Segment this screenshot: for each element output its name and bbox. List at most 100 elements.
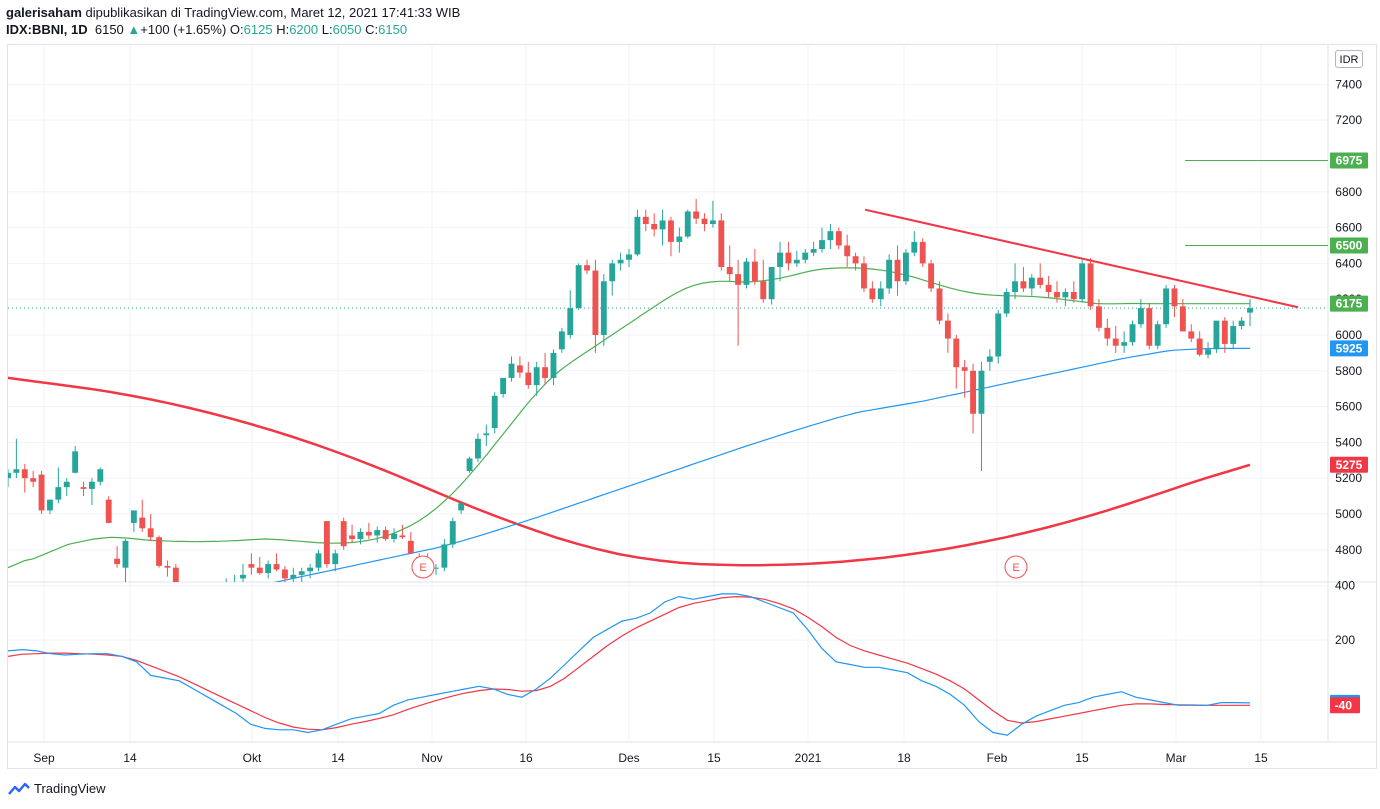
x-tick-label: 14 (331, 751, 345, 765)
x-tick-label: Mar (1166, 751, 1187, 765)
candle-body (298, 571, 305, 575)
candle-body (701, 218, 708, 224)
candle-body (349, 535, 356, 540)
brand-label: TradingView (34, 781, 106, 796)
candle-body (1230, 326, 1237, 344)
earnings-marker-icon (1004, 555, 1028, 579)
chart-frame (7, 44, 1377, 769)
trend-line (864, 208, 1299, 309)
price-axis-label-text: 6175 (1336, 297, 1363, 311)
candle-body (365, 531, 372, 536)
candle-body (743, 261, 750, 285)
high-label: H: (276, 22, 290, 37)
y-tick-label: 4800 (1335, 543, 1362, 557)
candle-body (919, 241, 926, 264)
candle-body (256, 567, 263, 574)
y-tick-label: 7400 (1335, 77, 1362, 91)
candle-body (642, 216, 649, 224)
low-label: L: (321, 22, 333, 37)
price-axis-label (1330, 152, 1368, 169)
candle-body (751, 261, 758, 282)
candle-body (659, 220, 666, 230)
candle-body (651, 224, 658, 230)
y-tick-label: 5400 (1335, 435, 1362, 449)
price-axis-label (1330, 340, 1368, 357)
candle-body (844, 245, 851, 257)
author-name[interactable]: galerisaham (6, 5, 82, 20)
x-tick-label: Des (618, 751, 639, 765)
x-tick-label: 2021 (795, 751, 822, 765)
x-tick-label: 15 (707, 751, 721, 765)
high-value: 6200 (289, 22, 319, 37)
candle-body (1054, 292, 1060, 298)
x-tick-label: 16 (519, 751, 533, 765)
open-label: O: (229, 22, 244, 37)
candle-body (1003, 292, 1010, 314)
close-label: C: (365, 22, 379, 37)
candle-body (1112, 338, 1119, 346)
candle-body (852, 256, 859, 264)
candle-body (735, 274, 742, 285)
open-value: 6125 (243, 22, 273, 37)
price-axis-label (1330, 295, 1368, 312)
y-tick-label: 7200 (1335, 113, 1362, 127)
candle-body (1079, 263, 1086, 300)
candle-body (290, 574, 297, 579)
candle-body (80, 487, 87, 489)
price-axis-label-text: 5925 (1336, 341, 1363, 355)
candle-body (944, 320, 951, 339)
candle-body (458, 503, 465, 511)
macd-pane (8, 593, 1251, 736)
candle-body (156, 537, 162, 566)
tradingview-logo[interactable]: TradingView (8, 781, 106, 796)
symbol-label: IDX:BBNI, 1D (6, 22, 88, 37)
candle-body (970, 370, 977, 414)
candle-body (525, 372, 532, 386)
candle-body (567, 308, 574, 335)
candle-body (1221, 320, 1228, 344)
low-value: 6050 (332, 22, 362, 37)
candle-body (1247, 308, 1253, 313)
candle-body (1028, 277, 1035, 289)
candle-body (592, 270, 599, 335)
candle-body (819, 240, 825, 250)
candle-body (558, 331, 565, 350)
candle-body (38, 474, 45, 511)
candle-body (97, 469, 104, 482)
candle-body (760, 281, 767, 300)
earnings-marker-label: E (1012, 562, 1019, 574)
candle-body (861, 263, 867, 289)
candle-body (1196, 338, 1203, 355)
candle-body (139, 517, 146, 529)
candle-body (223, 586, 229, 597)
candle-body (105, 499, 112, 523)
candle-body (877, 288, 884, 300)
candle-body (1012, 281, 1018, 293)
y-tick-label: 6000 (1335, 328, 1362, 342)
candle-body (332, 553, 339, 565)
candle-body (961, 367, 968, 371)
candle-body (433, 567, 439, 569)
candle-body (323, 521, 330, 565)
change-arrow-icon: ▲ (127, 22, 141, 37)
price-axis-label (1330, 237, 1368, 254)
candle-body (1087, 263, 1094, 307)
candle-body (21, 469, 28, 479)
price-axis-label-text: 6975 (1336, 153, 1363, 167)
tradingview-icon (8, 782, 30, 795)
candle-body (516, 365, 523, 373)
candle-body (617, 259, 624, 264)
publish-info: galerisaham dipublikasikan di TradingVie… (6, 5, 460, 20)
candle-body (777, 252, 783, 267)
y-tick-label: 6600 (1335, 221, 1362, 235)
y-tick-label: 5800 (1335, 364, 1362, 378)
candle-body (315, 553, 322, 568)
macd-tick-label: 400 (1335, 579, 1355, 593)
earnings-marker-label: E (419, 562, 426, 574)
candle-body (995, 313, 1002, 357)
currency-badge[interactable]: IDR (1335, 50, 1363, 68)
candle-body (307, 567, 314, 572)
price-axis-label-text: 5275 (1336, 458, 1363, 472)
candle-body (634, 216, 641, 255)
